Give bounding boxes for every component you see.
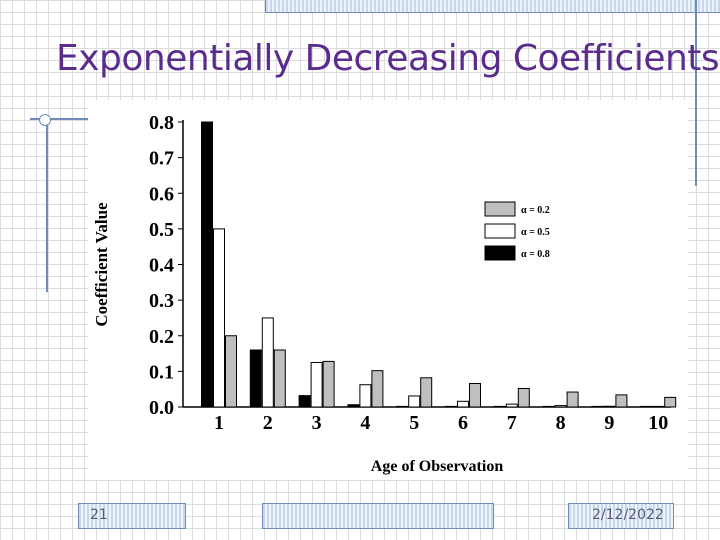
y-tick-label: 0.5 — [149, 219, 174, 241]
bar — [469, 382, 481, 408]
bar — [225, 335, 237, 408]
right-decor-rule — [695, 0, 697, 186]
bar — [298, 395, 311, 408]
legend-swatch — [484, 223, 516, 239]
y-tick-label: 0.6 — [149, 183, 174, 205]
bar — [322, 360, 335, 408]
y-tick-label: 0.7 — [149, 148, 174, 170]
y-tick-label: 0.1 — [149, 361, 174, 383]
bar — [420, 377, 433, 408]
x-tick-label: 10 — [648, 412, 668, 434]
bar — [359, 384, 372, 408]
bar — [396, 405, 409, 408]
bar — [213, 228, 225, 408]
y-tick-label: 0.2 — [149, 326, 174, 348]
top-decor-band — [265, 0, 720, 13]
x-axis-label: Age of Observation — [371, 458, 504, 475]
x-tick-label: 9 — [604, 412, 614, 434]
footer-center-box — [262, 503, 494, 529]
bar — [457, 400, 469, 408]
left-decor-tick — [30, 118, 88, 120]
bar — [445, 405, 457, 408]
bar — [347, 404, 360, 408]
legend-swatch — [484, 245, 516, 261]
bar — [591, 405, 604, 408]
bar — [615, 394, 628, 408]
bar-chart: 0.0 0.1 0.2 0.3 0.4 0.5 0.6 0.7 0.8 Coefficient V… — [92, 112, 677, 475]
bar — [371, 370, 384, 408]
y-tick-label: 0.4 — [149, 255, 174, 277]
y-tick-label: 0.8 — [149, 112, 174, 134]
left-decor-rule — [46, 118, 48, 292]
x-tick-label: 4 — [360, 412, 370, 434]
bar — [664, 396, 677, 408]
y-axis-label: Coefficient Value — [92, 202, 111, 327]
slide-title: Exponentially Decreasing Coefficients — [56, 38, 720, 79]
x-tick-label: 2 — [263, 412, 273, 434]
x-tick-label: 1 — [214, 412, 224, 434]
bar — [652, 405, 665, 408]
footer-date-box — [568, 503, 674, 529]
x-tick-label: 6 — [458, 412, 468, 434]
footer-page-box — [78, 503, 186, 529]
page-number: 21 — [90, 507, 108, 523]
y-tick-label: 0.0 — [149, 397, 174, 419]
bar — [310, 361, 323, 408]
slide-date: 2/12/2022 — [592, 507, 664, 523]
bar — [554, 405, 567, 408]
x-tick-label: 8 — [556, 412, 566, 434]
left-decor-circle — [39, 114, 51, 126]
legend-label: α = 0.5 — [521, 227, 550, 238]
bar — [505, 403, 518, 408]
bar — [517, 387, 530, 408]
chart-container: 0.0 0.1 0.2 0.3 0.4 0.5 0.6 0.7 0.8 Coefficient V… — [88, 100, 688, 480]
bar — [261, 317, 274, 408]
bar — [603, 405, 616, 408]
legend-label: α = 0.2 — [521, 205, 550, 216]
bar — [493, 405, 506, 408]
legend-swatch — [484, 201, 516, 217]
bar — [201, 121, 213, 408]
bar — [542, 405, 555, 408]
bar — [249, 349, 262, 408]
legend-label: α = 0.8 — [521, 249, 550, 260]
x-tick-label: 5 — [409, 412, 419, 434]
x-tick-label: 3 — [312, 412, 322, 434]
bar — [408, 395, 421, 408]
x-tick-label: 7 — [507, 412, 517, 434]
y-tick-label: 0.3 — [149, 290, 174, 312]
bar — [273, 349, 286, 408]
bar — [566, 391, 579, 408]
bar — [640, 405, 653, 408]
